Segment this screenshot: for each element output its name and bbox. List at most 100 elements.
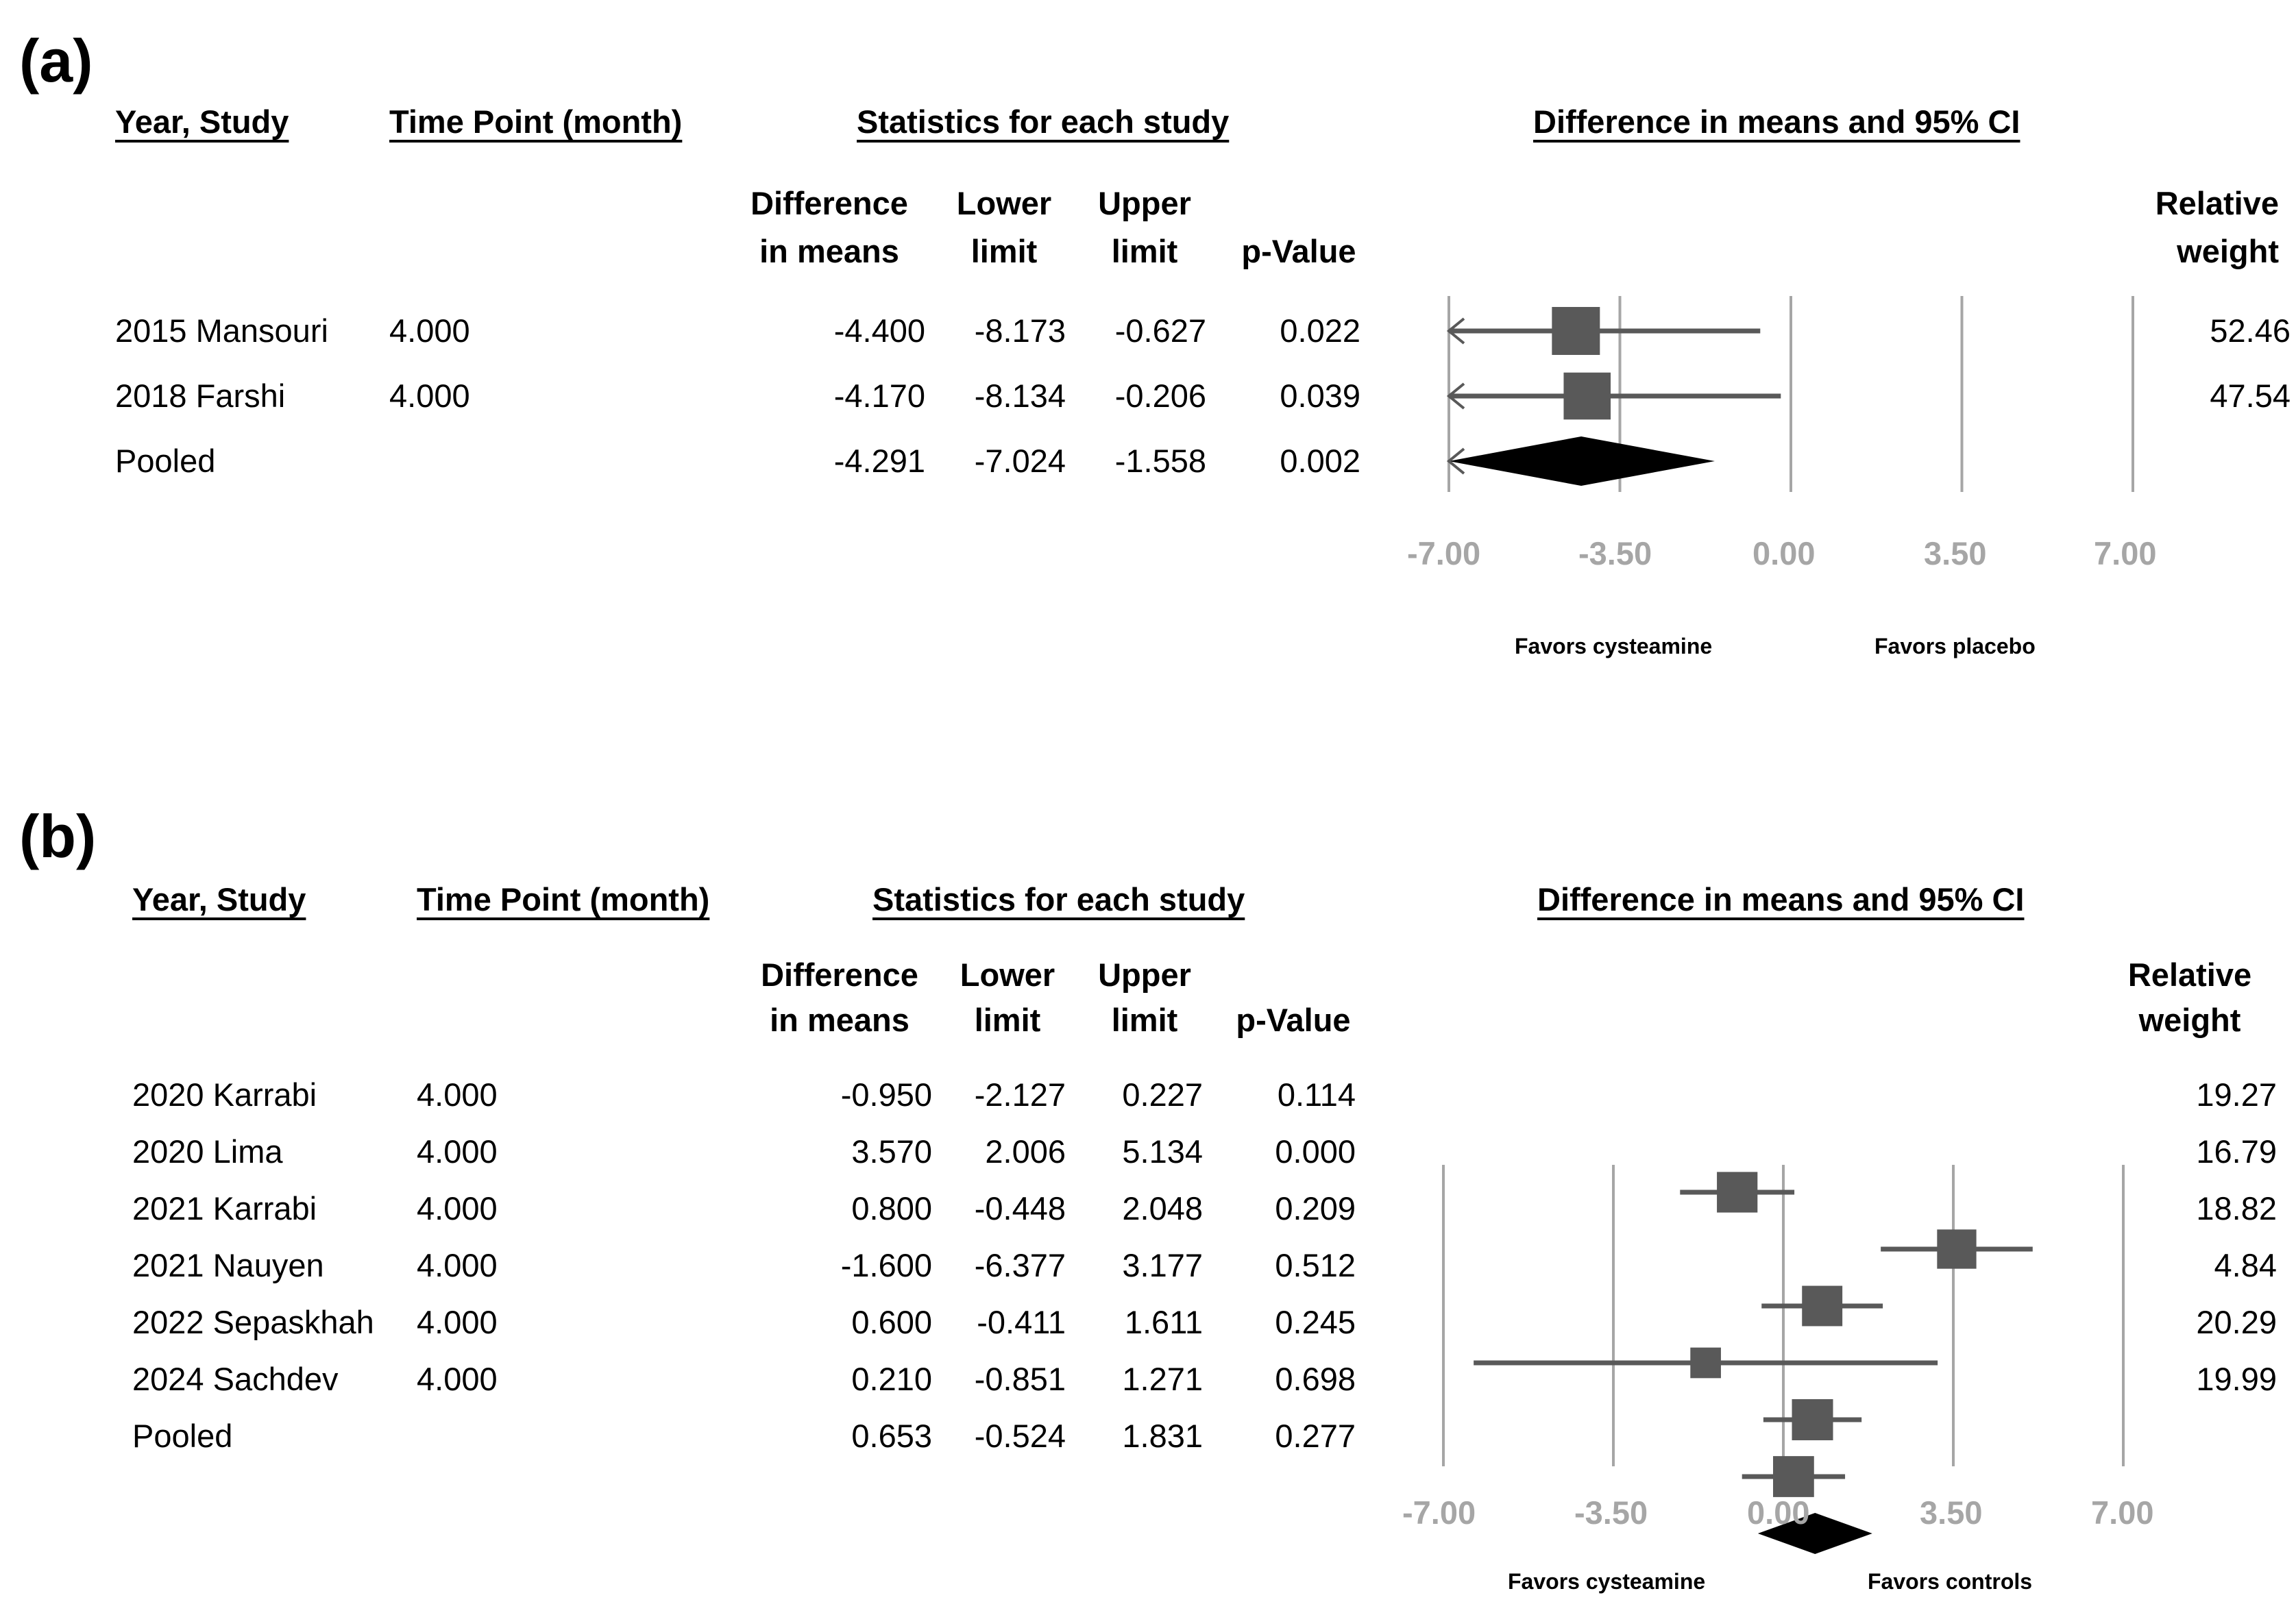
study-name: 2015 Mansouri <box>115 312 328 349</box>
forest-plot-panel-a: (a) Year, Study Time Point (month) Stati… <box>0 0 2296 781</box>
weight-value: 52.46 <box>2210 312 2291 349</box>
point-estimate-square <box>1772 1456 1814 1497</box>
time-point: 4.000 <box>417 1190 498 1226</box>
p-value: 0.245 <box>1275 1304 1356 1340</box>
time-point: 4.000 <box>417 1304 498 1340</box>
lower-value: -2.127 <box>974 1076 1066 1113</box>
pooled-label: Pooled <box>132 1418 233 1454</box>
time-point: 4.000 <box>389 378 470 414</box>
upper-value: 1.831 <box>1122 1418 1203 1454</box>
header-diff-line1: Difference <box>761 957 918 993</box>
header-ci: Difference in means and 95% CI <box>1537 881 2025 917</box>
p-value: 0.209 <box>1275 1190 1356 1226</box>
ci-arrow-left <box>1446 317 1465 345</box>
lower-value: -6.377 <box>974 1247 1066 1283</box>
header-upper-line1: Upper <box>1098 957 1191 993</box>
lower-value: -8.134 <box>974 378 1066 414</box>
diff-value: 0.210 <box>851 1361 932 1397</box>
lower-value: 2.006 <box>985 1133 1066 1170</box>
x-tick-label: -3.50 <box>1574 1494 1648 1531</box>
weight-value: 4.84 <box>2214 1247 2277 1283</box>
p-value: 0.002 <box>1280 443 1360 479</box>
weight-value: 16.79 <box>2196 1133 2277 1170</box>
favors-left-label: Favors cysteamine <box>1515 634 1713 658</box>
header-lower-line2: limit <box>974 1002 1041 1038</box>
point-estimate-square <box>1717 1172 1758 1213</box>
header-relative-weight: Relative weight <box>2111 180 2279 275</box>
diff-value: -4.170 <box>833 378 925 414</box>
favors-right-label: Favors placebo <box>1874 634 2036 658</box>
upper-value: -0.206 <box>1114 378 1206 414</box>
lower-value: -0.411 <box>977 1304 1066 1340</box>
forest-plot-area <box>1442 1165 2125 1554</box>
upper-value: 1.611 <box>1124 1304 1203 1340</box>
weight-value: 18.82 <box>2196 1190 2277 1226</box>
pooled-label: Pooled <box>115 443 216 479</box>
header-diff-line1: Difference <box>750 185 908 221</box>
lower-value: -7.024 <box>974 443 1066 479</box>
header-weight-line2: weight <box>2138 1002 2241 1038</box>
header-lower-limit: Lower limit <box>936 180 1073 275</box>
header-time-point: Time Point (month) <box>389 103 683 140</box>
study-name: 2018 Farshi <box>115 378 286 414</box>
ci-arrow-left <box>1446 382 1465 410</box>
ci-arrow-left <box>1446 447 1465 475</box>
header-diff-line2: in means <box>770 1002 909 1038</box>
upper-value: 0.227 <box>1122 1076 1203 1113</box>
point-estimate-square <box>1802 1285 1843 1327</box>
upper-value: 3.177 <box>1122 1247 1203 1283</box>
pooled-diamond <box>1757 1513 1872 1554</box>
panel-label: (b) <box>19 802 97 870</box>
header-lower-line1: Lower <box>956 185 1052 221</box>
p-value: 0.000 <box>1275 1133 1356 1170</box>
upper-value: -1.558 <box>1114 443 1206 479</box>
x-tick-label: 7.00 <box>2094 535 2157 571</box>
study-name: 2024 Sachdev <box>132 1361 339 1397</box>
x-tick-label: -7.00 <box>1407 535 1481 571</box>
p-value: 0.022 <box>1280 312 1360 349</box>
header-relative-weight: Relative weight <box>2104 952 2275 1043</box>
upper-value: 5.134 <box>1122 1133 1203 1170</box>
header-lower-line2: limit <box>970 233 1038 269</box>
panel-label: (a) <box>19 27 93 95</box>
study-name: 2021 Karrabi <box>132 1190 317 1226</box>
header-upper-line1: Upper <box>1098 185 1191 221</box>
upper-value: -0.627 <box>1114 312 1206 349</box>
header-upper-line2: limit <box>1111 1002 1178 1038</box>
diff-value: 3.570 <box>851 1133 932 1170</box>
header-diff-in-means: Difference in means <box>737 952 942 1043</box>
diff-value: 0.600 <box>851 1304 932 1340</box>
weight-value: 20.29 <box>2196 1304 2277 1340</box>
forest-plot-panel-b: (b) Year, Study Time Point (month) Stati… <box>0 781 2296 1615</box>
lower-value: -0.851 <box>974 1361 1066 1397</box>
diff-value: 0.653 <box>851 1418 932 1454</box>
point-estimate-square <box>1563 372 1611 420</box>
header-statistics: Statistics for each study <box>872 881 1245 917</box>
header-pvalue: p-Value <box>1241 233 1356 269</box>
weight-value: 19.99 <box>2196 1361 2277 1397</box>
header-weight-line1: Relative <box>2127 957 2252 993</box>
time-point: 4.000 <box>417 1133 498 1170</box>
diff-value: -1.600 <box>840 1247 932 1283</box>
diff-value: -4.291 <box>833 443 925 479</box>
lower-value: -0.448 <box>974 1190 1066 1226</box>
point-estimate-square <box>1552 307 1600 355</box>
point-estimate-square <box>1937 1229 1977 1269</box>
time-point: 4.000 <box>389 312 470 349</box>
header-ci: Difference in means and 95% CI <box>1533 103 2020 140</box>
diff-value: 0.800 <box>851 1190 932 1226</box>
p-value: 0.698 <box>1275 1361 1356 1397</box>
study-name: 2020 Lima <box>132 1133 283 1170</box>
study-name: 2022 Sepaskhah <box>132 1304 374 1340</box>
point-estimate-square <box>1792 1399 1833 1440</box>
upper-value: 2.048 <box>1122 1190 1203 1226</box>
header-diff-line2: in means <box>759 233 899 269</box>
header-lower-limit: Lower limit <box>939 952 1076 1043</box>
header-pvalue: p-Value <box>1236 1002 1351 1038</box>
header-statistics: Statistics for each study <box>857 103 1230 140</box>
header-weight-line1: Relative <box>2155 185 2279 221</box>
p-value: 0.512 <box>1275 1247 1356 1283</box>
forest-plot-area <box>1446 296 2134 492</box>
header-upper-line2: limit <box>1111 233 1178 269</box>
x-tick-label: 3.50 <box>1924 535 1987 571</box>
